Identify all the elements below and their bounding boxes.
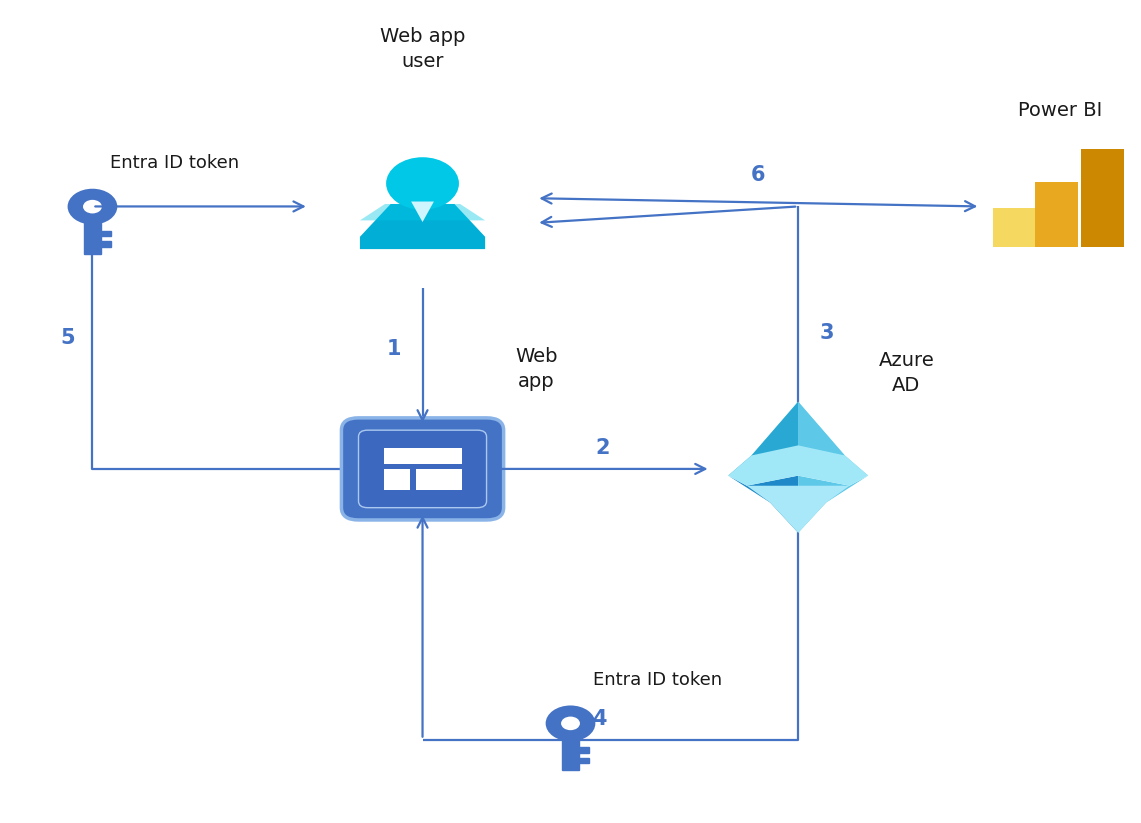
Polygon shape (728, 476, 799, 532)
Polygon shape (359, 204, 485, 249)
Text: 4: 4 (592, 709, 606, 729)
Polygon shape (100, 230, 112, 236)
Polygon shape (728, 402, 799, 476)
Text: 3: 3 (819, 323, 834, 342)
Polygon shape (359, 204, 485, 221)
FancyBboxPatch shape (993, 208, 1035, 247)
Text: 1: 1 (387, 339, 402, 359)
Text: Entra ID token: Entra ID token (110, 154, 238, 172)
Text: 2: 2 (596, 439, 609, 458)
Circle shape (545, 705, 596, 742)
FancyBboxPatch shape (1082, 149, 1124, 247)
Polygon shape (752, 402, 844, 455)
FancyBboxPatch shape (383, 469, 411, 490)
Polygon shape (728, 445, 868, 486)
FancyBboxPatch shape (383, 449, 461, 464)
Text: Web app
user: Web app user (380, 27, 466, 71)
Text: 6: 6 (751, 165, 766, 185)
Polygon shape (100, 241, 112, 247)
Text: Web
app: Web app (515, 347, 558, 391)
Circle shape (561, 717, 580, 730)
Polygon shape (747, 486, 850, 532)
Polygon shape (84, 222, 100, 253)
Text: Power BI: Power BI (1018, 101, 1102, 120)
Text: 5: 5 (60, 328, 74, 347)
FancyBboxPatch shape (1035, 182, 1078, 247)
FancyBboxPatch shape (358, 430, 486, 508)
Circle shape (83, 200, 102, 213)
Circle shape (386, 157, 459, 210)
Polygon shape (578, 758, 590, 764)
Polygon shape (799, 476, 868, 532)
FancyBboxPatch shape (341, 418, 503, 520)
Polygon shape (563, 739, 578, 770)
Text: Azure
AD: Azure AD (879, 351, 934, 395)
FancyBboxPatch shape (416, 469, 461, 490)
Circle shape (67, 188, 118, 225)
Polygon shape (411, 202, 434, 222)
Text: Entra ID token: Entra ID token (593, 671, 722, 689)
Polygon shape (799, 402, 868, 476)
Polygon shape (578, 747, 590, 753)
